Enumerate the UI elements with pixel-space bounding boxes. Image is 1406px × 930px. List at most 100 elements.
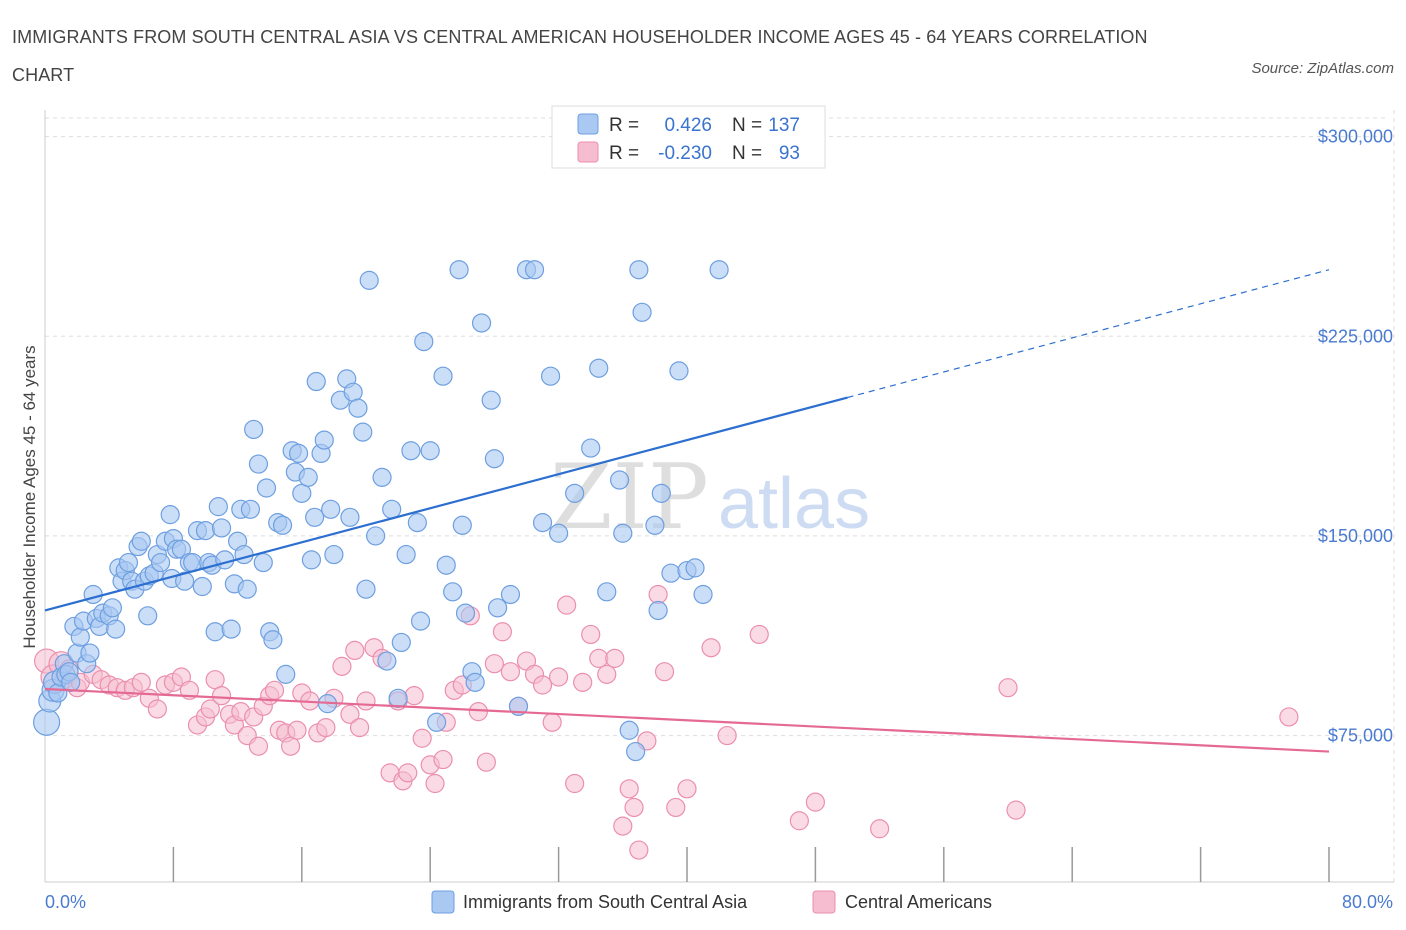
legend-pink-label: Central Americans — [845, 892, 992, 912]
pink-point — [605, 648, 625, 668]
pink-point — [666, 797, 686, 818]
blue-point — [581, 438, 601, 458]
pink-point — [412, 728, 432, 748]
blue-point — [648, 600, 668, 621]
blue-point — [481, 390, 501, 410]
blue-point — [306, 371, 326, 392]
pink-point — [565, 773, 585, 794]
pink-point — [542, 712, 562, 732]
blue-point — [314, 430, 334, 450]
stats-legend: R = 0.426 N = 137 R = -0.230 N = 93 — [551, 105, 826, 169]
pink-point — [619, 779, 639, 799]
blue-point — [353, 422, 373, 442]
pink-point — [476, 752, 496, 772]
stats-blue-n-value: 137 — [768, 115, 800, 136]
blue-point — [292, 483, 312, 503]
blue-point — [449, 260, 469, 280]
pink-point — [613, 816, 633, 836]
blue-point — [685, 558, 705, 578]
blue-point — [215, 550, 235, 570]
pink-point — [205, 670, 225, 690]
blue-point — [272, 515, 293, 535]
blue-point — [234, 544, 254, 565]
blue-point — [359, 270, 379, 290]
blue-point — [565, 483, 585, 503]
blue-point — [298, 467, 318, 487]
pink-point — [557, 595, 577, 615]
blue-point — [195, 521, 216, 541]
stats-pink-r-label: R = — [609, 143, 639, 164]
blue-point — [248, 454, 269, 474]
pink-point — [280, 736, 301, 756]
blue-point — [609, 470, 630, 490]
blue-point — [452, 515, 472, 535]
y-tick-label: $150,000 — [1318, 526, 1393, 546]
blue-point — [80, 643, 100, 663]
blue-point — [83, 584, 103, 605]
blue-point — [455, 603, 476, 623]
pink-point — [425, 773, 445, 794]
pink-point — [316, 717, 336, 738]
blue-point — [70, 627, 90, 647]
blue-point — [211, 518, 232, 538]
axes — [44, 110, 1394, 883]
blue-point — [488, 598, 508, 618]
blue-point — [61, 672, 81, 692]
blue-point — [645, 515, 665, 535]
pink-point — [629, 840, 649, 860]
stats-blue-r-label: R = — [609, 115, 639, 136]
blue-point — [524, 260, 545, 280]
blue-point — [693, 584, 713, 605]
blue-point — [388, 688, 408, 708]
blue-point — [414, 332, 434, 352]
blue-point — [208, 497, 228, 517]
watermark-atlas: atlas — [718, 464, 870, 544]
pink-point — [548, 667, 569, 687]
pink-point — [589, 648, 609, 668]
bottom-legend: Immigrants from South Central Asia Centr… — [431, 890, 992, 914]
blue-point — [396, 544, 416, 565]
y-tick-labels: $75,000 $150,000 $225,000 $300,000 — [1318, 127, 1393, 746]
blue-point — [407, 513, 427, 533]
blue-point — [138, 606, 158, 626]
pink-point — [356, 691, 376, 711]
pink-point — [1279, 707, 1299, 727]
blue-point — [175, 571, 195, 591]
blue-point — [263, 630, 283, 650]
blue-point — [661, 563, 681, 583]
blue-point — [484, 449, 504, 469]
blue-point — [540, 366, 561, 386]
pink-point — [147, 699, 167, 719]
pink-point — [1006, 800, 1026, 820]
pink-point — [492, 622, 513, 642]
legend-blue-label: Immigrants from South Central Asia — [463, 892, 748, 912]
pink-point — [717, 725, 737, 746]
pink-point — [433, 749, 453, 770]
blue-trend-line — [44, 396, 848, 612]
pink-point — [468, 702, 488, 722]
x-tick-label: 0.0% — [45, 892, 86, 912]
blue-point — [613, 523, 633, 543]
pink-point — [998, 678, 1018, 698]
pink-point — [200, 699, 220, 719]
blue-point — [118, 552, 139, 573]
blue-point — [102, 598, 123, 618]
pink-trend-line — [44, 687, 1330, 753]
blue-point — [305, 507, 325, 527]
pink-point — [749, 624, 769, 645]
blue-point — [237, 579, 257, 599]
pink-point — [211, 686, 232, 706]
blue-point — [372, 467, 392, 487]
blue-point — [301, 550, 322, 570]
pink-point — [287, 720, 307, 740]
blue-point — [651, 483, 671, 503]
blue-point — [669, 361, 689, 381]
blue-point — [244, 419, 264, 440]
blue-point — [131, 531, 151, 551]
blue-point — [433, 366, 453, 386]
pink-point — [248, 736, 269, 756]
blue-point — [240, 499, 261, 519]
blue-point — [548, 523, 569, 543]
stats-pink-swatch — [577, 141, 599, 163]
